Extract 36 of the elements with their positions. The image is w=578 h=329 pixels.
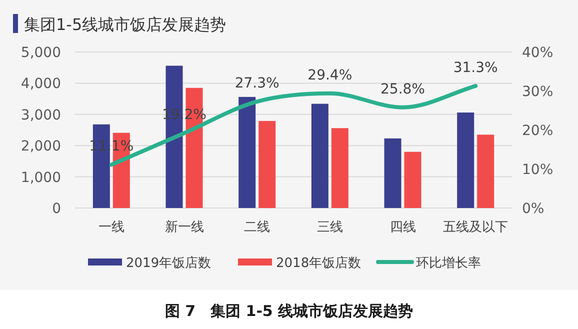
x-tick-label: 二线	[244, 220, 270, 235]
bar	[258, 120, 276, 208]
data-label: 11.1%	[89, 138, 134, 155]
bar	[404, 152, 422, 208]
y-tick-label: 5,000	[20, 45, 61, 61]
bar	[457, 112, 474, 208]
bar	[331, 128, 348, 208]
y-tick-label: 2,000	[20, 138, 61, 155]
data-label: 25.8%	[380, 81, 425, 98]
x-tick-label: 三线	[316, 220, 343, 235]
y2-tick-label: 40%	[522, 45, 554, 61]
y-tick-label: 3,000	[20, 107, 61, 124]
x-tick-label: 五线及以下	[443, 220, 508, 235]
y-tick-label: 1,000	[20, 170, 61, 186]
legend-label: 环比增长率	[416, 255, 481, 271]
caption: 图 7 集团 1-5 线城市饭店发展趋势	[164, 302, 414, 320]
data-label: 29.4%	[308, 67, 352, 84]
x-tick-label: 一线	[98, 220, 124, 235]
data-label: 27.3%	[234, 76, 280, 92]
data-label: 19.2%	[162, 107, 206, 124]
x-tick-label: 新一线	[164, 220, 204, 235]
y-tick-label: 4,000	[20, 76, 61, 92]
y2-tick-label: 20%	[522, 123, 554, 139]
y2-tick-label: 30%	[522, 84, 554, 100]
bar	[311, 104, 328, 208]
y2-tick-label: 0%	[522, 201, 544, 217]
bar	[384, 138, 402, 208]
data-label: 31.3%	[453, 60, 498, 76]
x-tick-label: 四线	[390, 220, 416, 235]
chart-title: 集团1-5线城市饭店发展趋势	[24, 15, 226, 34]
bar	[477, 134, 494, 208]
y2-tick-label: 10%	[522, 162, 554, 178]
y-tick-label: 0	[52, 201, 61, 217]
legend-label: 2019年饭店数	[126, 255, 212, 271]
bar	[238, 96, 256, 208]
legend-label: 2018年饭店数	[276, 255, 362, 271]
